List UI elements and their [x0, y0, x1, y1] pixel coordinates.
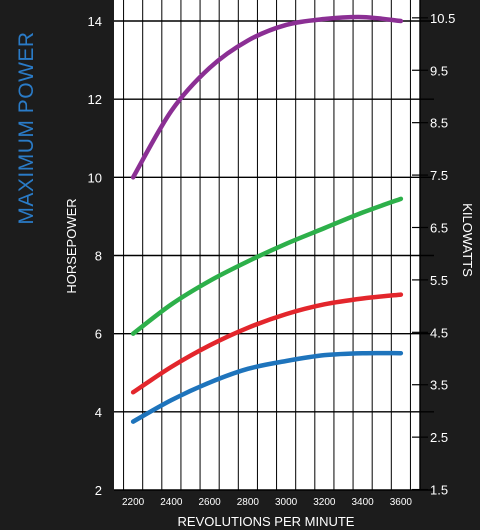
- x-tick-label: 3400: [352, 497, 375, 508]
- y-tick-label: 6: [95, 327, 102, 342]
- y2-tick-label: 10.5: [430, 11, 455, 26]
- x-tick-label: 3200: [313, 497, 336, 508]
- y-tick-label: 2: [95, 483, 102, 498]
- series-line-2: [130, 196, 404, 336]
- y-axis-label-kilowatts: KILOWATTS: [460, 203, 475, 277]
- y2-tick-label: 5.5: [430, 273, 448, 288]
- x-tick-label: 2400: [160, 497, 183, 508]
- chart-title: MAXIMUM POWER: [15, 31, 38, 224]
- x-tick-label: 2800: [237, 497, 260, 508]
- y2-tick-label: 6.5: [430, 220, 448, 235]
- x-tick-label: 2200: [122, 497, 145, 508]
- x-tick-label: 3600: [390, 497, 413, 508]
- x-tick-label: 3000: [275, 497, 298, 508]
- series-line-1: [130, 14, 404, 180]
- y2-tick-label: 3.5: [430, 378, 448, 393]
- y-axis-label-horsepower: HORSEPOWER: [64, 198, 79, 293]
- y2-tick-label: 8.5: [430, 116, 448, 131]
- plot-background: [114, 0, 420, 490]
- x-tick-label: 2600: [199, 497, 222, 508]
- y2-tick-label: 9.5: [430, 63, 448, 78]
- y-tick-label: 8: [95, 249, 102, 264]
- y-tick-label: 10: [88, 170, 102, 185]
- y-tick-label: 4: [95, 405, 102, 420]
- y-tick-label: 14: [88, 14, 102, 29]
- x-axis-label: REVOLUTIONS PER MINUTE: [178, 514, 355, 529]
- series-line-4: [130, 350, 404, 424]
- plot-area: 2 4 6 8 10 12 14 1.5 2.5 3.5 4.5 5.5 6.5 7.5 8.5 9.5 10.…: [88, 0, 455, 508]
- y2-tick-label: 1.5: [430, 483, 448, 498]
- y2-tick-label: 7.5: [430, 168, 448, 183]
- y-tick-label: 12: [88, 92, 102, 107]
- series-line-3: [130, 292, 404, 395]
- y2-tick-label: 2.5: [430, 430, 448, 445]
- y2-tick-label: 4.5: [430, 325, 448, 340]
